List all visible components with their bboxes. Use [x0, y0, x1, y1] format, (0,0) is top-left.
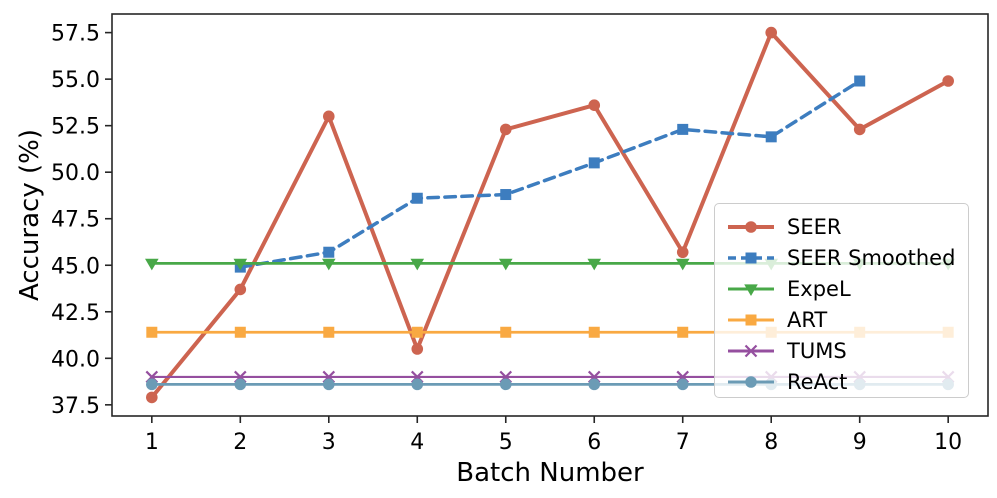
legend-item-seer-smoothed: SEER Smoothed: [725, 243, 968, 273]
x-tick-label: 4: [410, 430, 424, 455]
chart-legend: SEER SEER Smoothed ExpeL ART TUMS ReAct: [714, 203, 969, 398]
legend-item-tums: TUMS: [725, 336, 968, 366]
legend-label-expel: ExpeL: [787, 276, 851, 301]
y-axis-label: Accuracy (%): [15, 129, 45, 301]
y-tick-label: 42.5: [51, 301, 100, 326]
legend-sample-art: [728, 314, 774, 325]
legend-item-seer: SEER: [725, 212, 968, 242]
x-tick-label: 5: [499, 430, 513, 455]
y-tick-label: 55.0: [51, 68, 100, 93]
x-tick-label: 10: [934, 430, 962, 455]
y-tick-label: 52.5: [51, 115, 100, 140]
x-tick-label: 7: [676, 430, 690, 455]
legend-label-react: ReAct: [787, 369, 848, 394]
y-tick-label: 37.5: [51, 394, 100, 419]
y-tick-label: 45.0: [51, 254, 100, 279]
y-tick-label: 57.5: [51, 22, 100, 47]
legend-sample-expel: [728, 283, 774, 296]
legend-label-seer-smoothed: SEER Smoothed: [787, 245, 956, 270]
legend-sample-tums: [728, 344, 774, 357]
legend-sample-react: [728, 375, 774, 388]
legend-item-art: ART: [725, 305, 968, 335]
x-tick-label: 1: [145, 430, 159, 455]
legend-label-art: ART: [787, 307, 828, 332]
x-tick-label: 9: [853, 430, 867, 455]
legend-item-react: ReAct: [725, 367, 968, 397]
legend-label-tums: TUMS: [787, 338, 847, 363]
x-tick-label: 2: [233, 430, 247, 455]
x-tick-label: 6: [587, 430, 601, 455]
legend-sample-seer-smoothed: [728, 252, 774, 263]
y-tick-label: 50.0: [51, 161, 100, 186]
legend-sample-seer: [728, 220, 774, 233]
plot-frame: [111, 13, 989, 417]
x-tick-label: 8: [764, 430, 778, 455]
x-axis-label: Batch Number: [456, 458, 644, 488]
series-seer: [146, 26, 954, 404]
y-tick-label: 47.5: [51, 208, 100, 233]
x-tick-label: 3: [322, 430, 336, 455]
legend-label-seer: SEER: [787, 214, 842, 239]
y-tick-label: 40.0: [51, 347, 100, 372]
legend-item-expel: ExpeL: [725, 274, 968, 304]
